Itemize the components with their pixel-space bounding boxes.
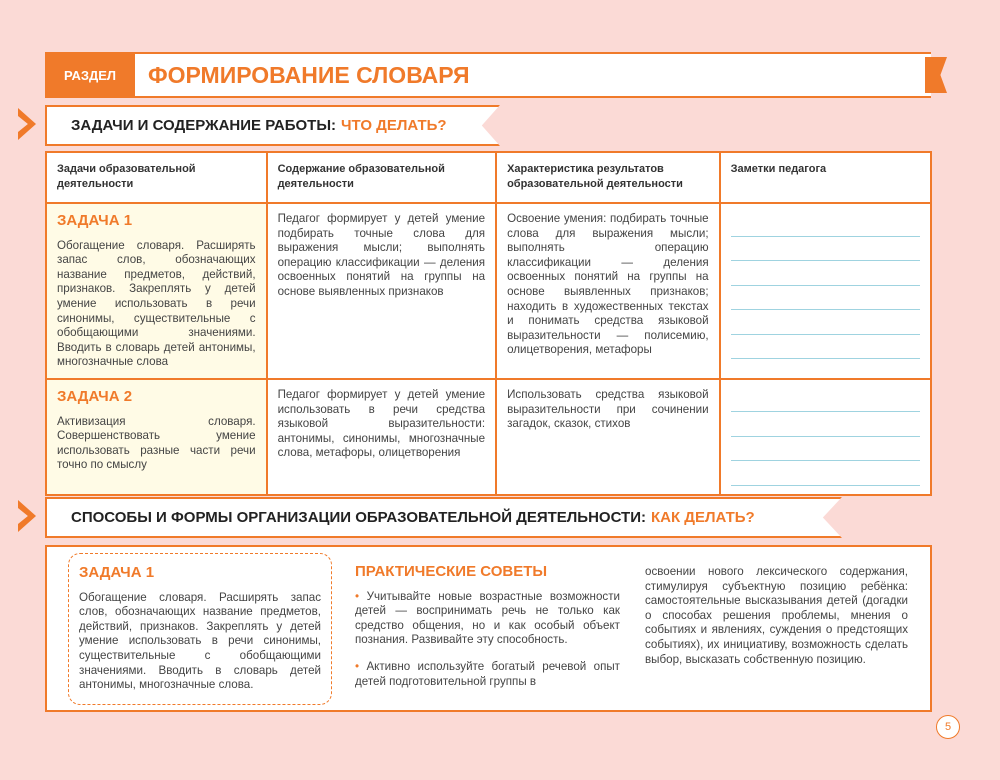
task-title: ЗАДАЧА 1 [57,212,133,229]
table-header-row: Задачи образовательной деятельности Соде… [45,151,933,204]
banner-ribbon-tail [925,57,947,93]
table-row: ЗАДАЧА 2 Активизация словаря. Совершенств… [45,377,933,496]
column-header: Содержание образовательной деятельности [265,151,498,204]
result-cell: Освоение умения: подбирать точные слова … [495,202,721,380]
notes-cell[interactable] [718,202,933,380]
task-title: ЗАДАЧА 1 [79,564,155,581]
task-text: Активизация словаря. Совершенствовать ум… [57,414,256,472]
page-number: 5 [936,715,960,739]
task-title: ЗАДАЧА 2 [57,387,133,405]
table-row: ЗАДАЧА 1 Обогащение словаря. Расширять за… [45,202,933,380]
tips-title: ПРАКТИЧЕСКИЕ СОВЕТЫ [355,563,548,580]
section-heading-tasks: ЗАДАЧИ И СОДЕРЖАНИЕ РАБОТЫ: ЧТО ДЕЛАТЬ? [45,105,500,146]
section-heading-accent: ЧТО ДЕЛАТЬ? [341,117,447,134]
content-cell: Педагог формирует у детей умение использ… [265,377,498,496]
task-text: Обогащение словаря. Расширять запас слов… [79,590,321,692]
tip-text: Учитывайте новые возрастные возможности … [355,589,620,647]
task-card: ЗАДАЧА 1 Обогащение словаря. Расширять з… [68,553,332,705]
section-heading-text: СПОСОБЫ И ФОРМЫ ОРГАНИЗАЦИИ ОБРАЗОВАТЕЛЬ… [71,509,646,526]
task-text: Обогащение словаря. Расширять запас слов… [57,238,256,369]
section-banner [45,52,931,98]
tasks-table: Задачи образовательной деятельности Соде… [45,151,933,496]
section-heading-text: ЗАДАЧИ И СОДЕРЖАНИЕ РАБОТЫ: [71,117,337,134]
tips-continuation: освоении нового лексического содержания,… [645,565,908,666]
content-cell: Педагог формирует у детей умение подбира… [265,202,498,380]
section-heading-accent: КАК ДЕЛАТЬ? [650,509,755,526]
section-heading-methods: СПОСОБЫ И ФОРМЫ ОРГАНИЗАЦИИ ОБРАЗОВАТЕЛЬ… [45,497,842,538]
notes-cell[interactable] [718,377,933,496]
arrow-icon [18,500,36,532]
column-header: Задачи образовательной деятельности [45,151,268,204]
task-cell: ЗАДАЧА 1 Обогащение словаря. Расширять за… [45,202,268,380]
column-header: Заметки педагога [718,151,933,204]
tip-item: • Учитывайте новые возрастные возможност… [355,589,620,647]
task-cell: ЗАДАЧА 2 Активизация словаря. Совершенств… [45,377,268,496]
section-label: РАЗДЕЛ [45,52,135,98]
page-title: ФОРМИРОВАНИЕ СЛОВАРЯ [148,61,470,88]
column-header: Характеристика результатов образовательн… [495,151,721,204]
tip-item: • Активно используйте богатый речевой оп… [355,659,620,688]
arrow-icon [18,108,36,140]
tip-text: Активно используйте богатый речевой опыт… [355,659,620,688]
result-cell: Использовать средства языковой выразител… [495,377,721,496]
tips-column: ПРАКТИЧЕСКИЕ СОВЕТЫ • Учитывайте новые в… [355,563,620,689]
methods-box [45,545,932,712]
